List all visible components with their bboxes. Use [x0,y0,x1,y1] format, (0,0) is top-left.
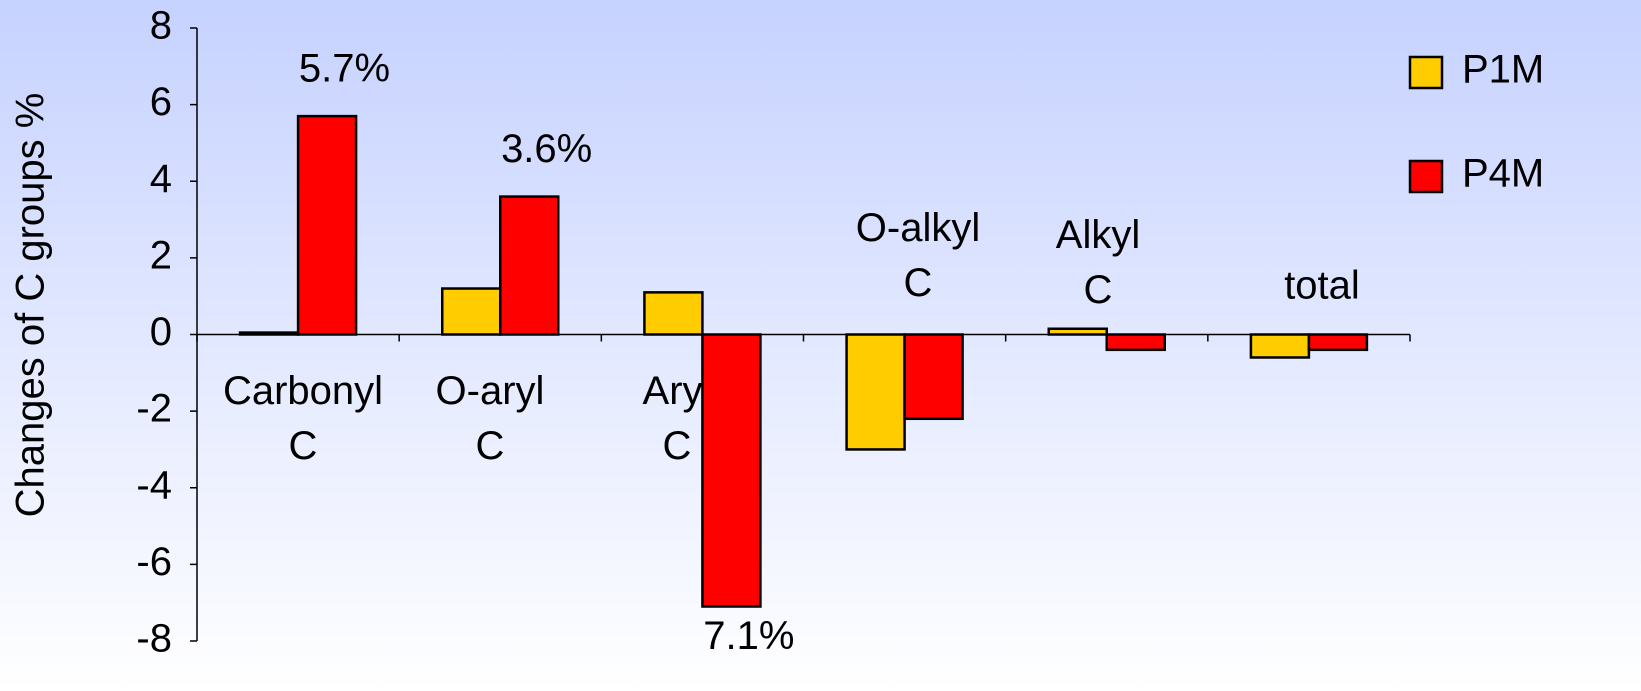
category-label-line: Alkyl [1056,213,1140,257]
legend-label: P4M [1462,152,1544,196]
category-label: O-alkyl C [856,206,980,305]
bar [903,333,964,421]
y-tick-label: 6 [150,80,172,124]
category-label: O-aryl C [436,369,545,468]
data-label: 5.7% [299,47,390,91]
category-label-line: Aryl [643,369,712,413]
category-label: Alkyl C [1056,213,1140,312]
y-tick-label: 4 [150,157,172,201]
category-label-line: C [663,424,692,468]
y-tick-label: -8 [136,617,172,661]
data-label: 7.1% [703,614,794,658]
y-tick-label: 8 [150,4,172,48]
category-label: total [1284,264,1360,308]
bar [238,331,300,336]
category-label: Carbonyl C [223,369,383,468]
category-label-line: C [1084,268,1113,312]
y-tick-label: 2 [150,233,172,277]
y-tick-label: -4 [136,463,172,507]
y-tick-label: 0 [150,310,172,354]
bar [1249,333,1311,359]
bar [441,287,502,336]
bar [1307,333,1369,352]
bar [1105,333,1166,352]
category-label-line: C [904,261,933,305]
y-tick-label: -6 [136,540,172,584]
bar [1047,327,1108,336]
y-axis-title: Changes of C groups % [9,93,53,518]
category-label-line: O-alkyl [856,206,980,250]
category-label-line: C [289,424,318,468]
y-tick-label: -2 [136,387,172,431]
category-label-line: O-aryl [436,369,545,413]
legend-label: P1M [1462,48,1544,92]
bar [296,114,358,336]
bar [701,333,762,608]
data-label: 3.6% [501,127,592,171]
legend-swatch [1408,55,1444,90]
legend-swatch [1408,159,1444,194]
bar [643,291,704,336]
category-label-line: Carbonyl [223,369,383,413]
bar [499,195,560,336]
category-label-line: C [476,424,505,468]
category-label: Aryl C [643,369,712,468]
bar [845,333,906,451]
